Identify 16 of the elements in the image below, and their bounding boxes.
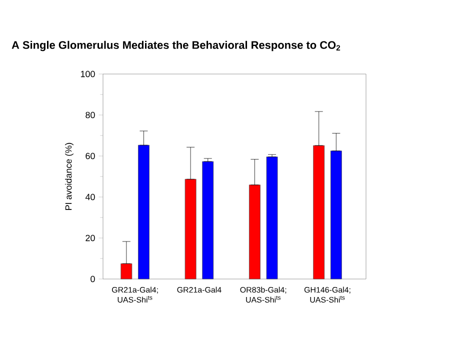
y-axis-title: PI avoidance (%) xyxy=(65,142,74,210)
y-tick-label: 40 xyxy=(85,194,95,200)
y-tick-label: 100 xyxy=(80,70,95,78)
bar xyxy=(330,150,342,280)
y-tick-label: 0 xyxy=(90,276,95,282)
y-tick-label: 80 xyxy=(86,112,95,118)
bar xyxy=(202,161,214,280)
chart-title: A Single Glomerulus Mediates the Behavioral Response to CO$_{2}$ xyxy=(12,40,340,52)
bar xyxy=(120,263,132,280)
bar xyxy=(249,184,260,280)
bar xyxy=(184,178,196,280)
bar xyxy=(138,144,150,280)
y-tick-label: 60 xyxy=(86,152,95,160)
y-tick-label: 20 xyxy=(86,234,95,242)
bar xyxy=(313,145,325,280)
bar xyxy=(266,156,278,280)
